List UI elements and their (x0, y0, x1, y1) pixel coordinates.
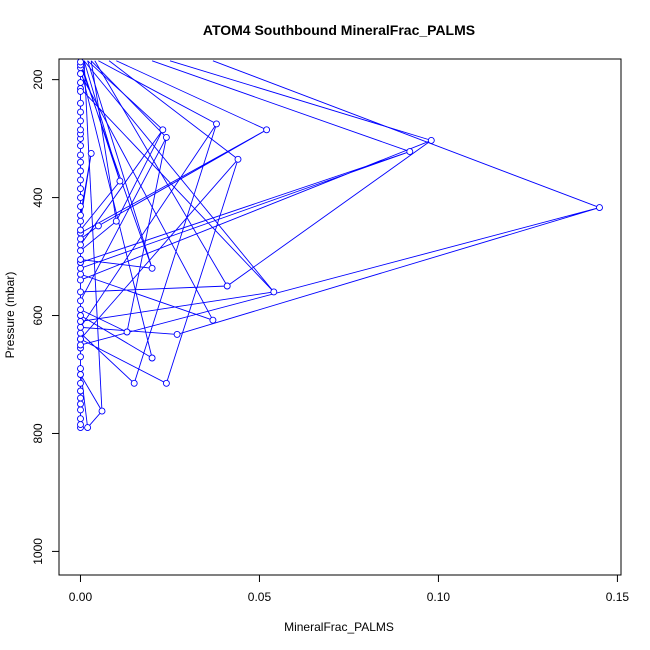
data-point (77, 270, 84, 278)
data-point (77, 264, 84, 272)
data-point (263, 126, 271, 134)
data-point (77, 126, 84, 134)
data-point (77, 297, 84, 305)
data-point (77, 379, 84, 387)
data-point (77, 151, 84, 159)
data-point (77, 306, 84, 314)
data-point (77, 185, 84, 193)
y-axis: 200 400 600 800 1000 (31, 69, 60, 565)
data-point (77, 87, 84, 95)
data-point (116, 177, 124, 185)
data-point (77, 176, 84, 184)
data-point (123, 328, 131, 336)
data-point (87, 149, 95, 157)
data-point (406, 148, 414, 156)
data-point (77, 167, 84, 175)
data-point (427, 136, 435, 144)
data-point (77, 211, 84, 219)
data-point (596, 204, 603, 212)
y-tick-label: 800 (31, 423, 45, 443)
data-point (77, 59, 84, 66)
data-point (94, 222, 102, 230)
data-point (77, 226, 84, 234)
x-tick-label: 0.05 (248, 590, 272, 604)
data-point (77, 217, 84, 225)
data-point (112, 217, 120, 225)
data-point (148, 264, 156, 272)
data-point (148, 354, 156, 362)
data-point (77, 341, 84, 349)
data-point (173, 330, 181, 338)
data-point (77, 79, 84, 87)
data-point (77, 117, 84, 125)
data-point (77, 256, 84, 263)
data-point (77, 312, 84, 319)
data-point (213, 120, 220, 128)
y-tick-label: 600 (31, 305, 45, 325)
data-point (77, 394, 84, 402)
data-point (270, 288, 278, 296)
x-tick-label: 0.00 (69, 590, 93, 604)
data-point (77, 406, 84, 414)
data-point (159, 126, 167, 134)
data-point (77, 70, 84, 78)
data-point (77, 247, 84, 255)
data-point (77, 353, 84, 361)
chart-title: ATOM4 Southbound MineralFrac_PALMS (203, 22, 475, 38)
data-point (77, 99, 84, 107)
data-point (77, 108, 84, 116)
data-point (209, 316, 217, 324)
x-axis: 0.00 0.05 0.10 0.15 (69, 574, 630, 604)
data-point (77, 365, 84, 373)
y-axis-label: Pressure (mbar) (3, 272, 17, 359)
data-point (77, 142, 84, 150)
data-point (77, 329, 84, 337)
data-point (77, 415, 84, 423)
y-tick-label: 400 (31, 187, 45, 207)
upper-segment (83, 60, 275, 293)
data-point (77, 288, 84, 296)
y-tick-label: 1000 (31, 538, 45, 565)
upper-segment (98, 60, 217, 125)
data-point (130, 379, 138, 387)
x-axis-label: MineralFrac_PALMS (284, 620, 394, 634)
data-point (234, 155, 242, 163)
y-tick-label: 200 (31, 69, 45, 89)
data-point (77, 202, 84, 210)
x-tick-label: 0.10 (427, 590, 451, 604)
upper-segment (151, 60, 410, 153)
data-point (77, 158, 84, 166)
data-point (77, 400, 84, 408)
data-point (223, 282, 231, 290)
upper-segment (87, 60, 153, 269)
data-point (77, 421, 84, 429)
upper-segment (116, 60, 267, 131)
data-point (77, 323, 84, 331)
data-point (77, 276, 84, 284)
data-point (98, 407, 106, 415)
data-point (77, 317, 84, 325)
data-point (162, 379, 170, 387)
data-point (77, 387, 84, 395)
x-tick-label: 0.15 (606, 590, 630, 604)
data-point (77, 235, 84, 243)
data-point (77, 194, 84, 202)
data-point (77, 241, 84, 249)
upper-segment (169, 60, 432, 141)
data-point (84, 424, 92, 432)
upper-segment (87, 60, 164, 131)
plot-area (77, 59, 603, 432)
data-point (77, 371, 84, 378)
upper-segment (108, 60, 239, 160)
upper-segment (83, 60, 103, 412)
upper-segment (212, 60, 600, 209)
data-point (162, 133, 170, 141)
data-point (77, 335, 84, 343)
